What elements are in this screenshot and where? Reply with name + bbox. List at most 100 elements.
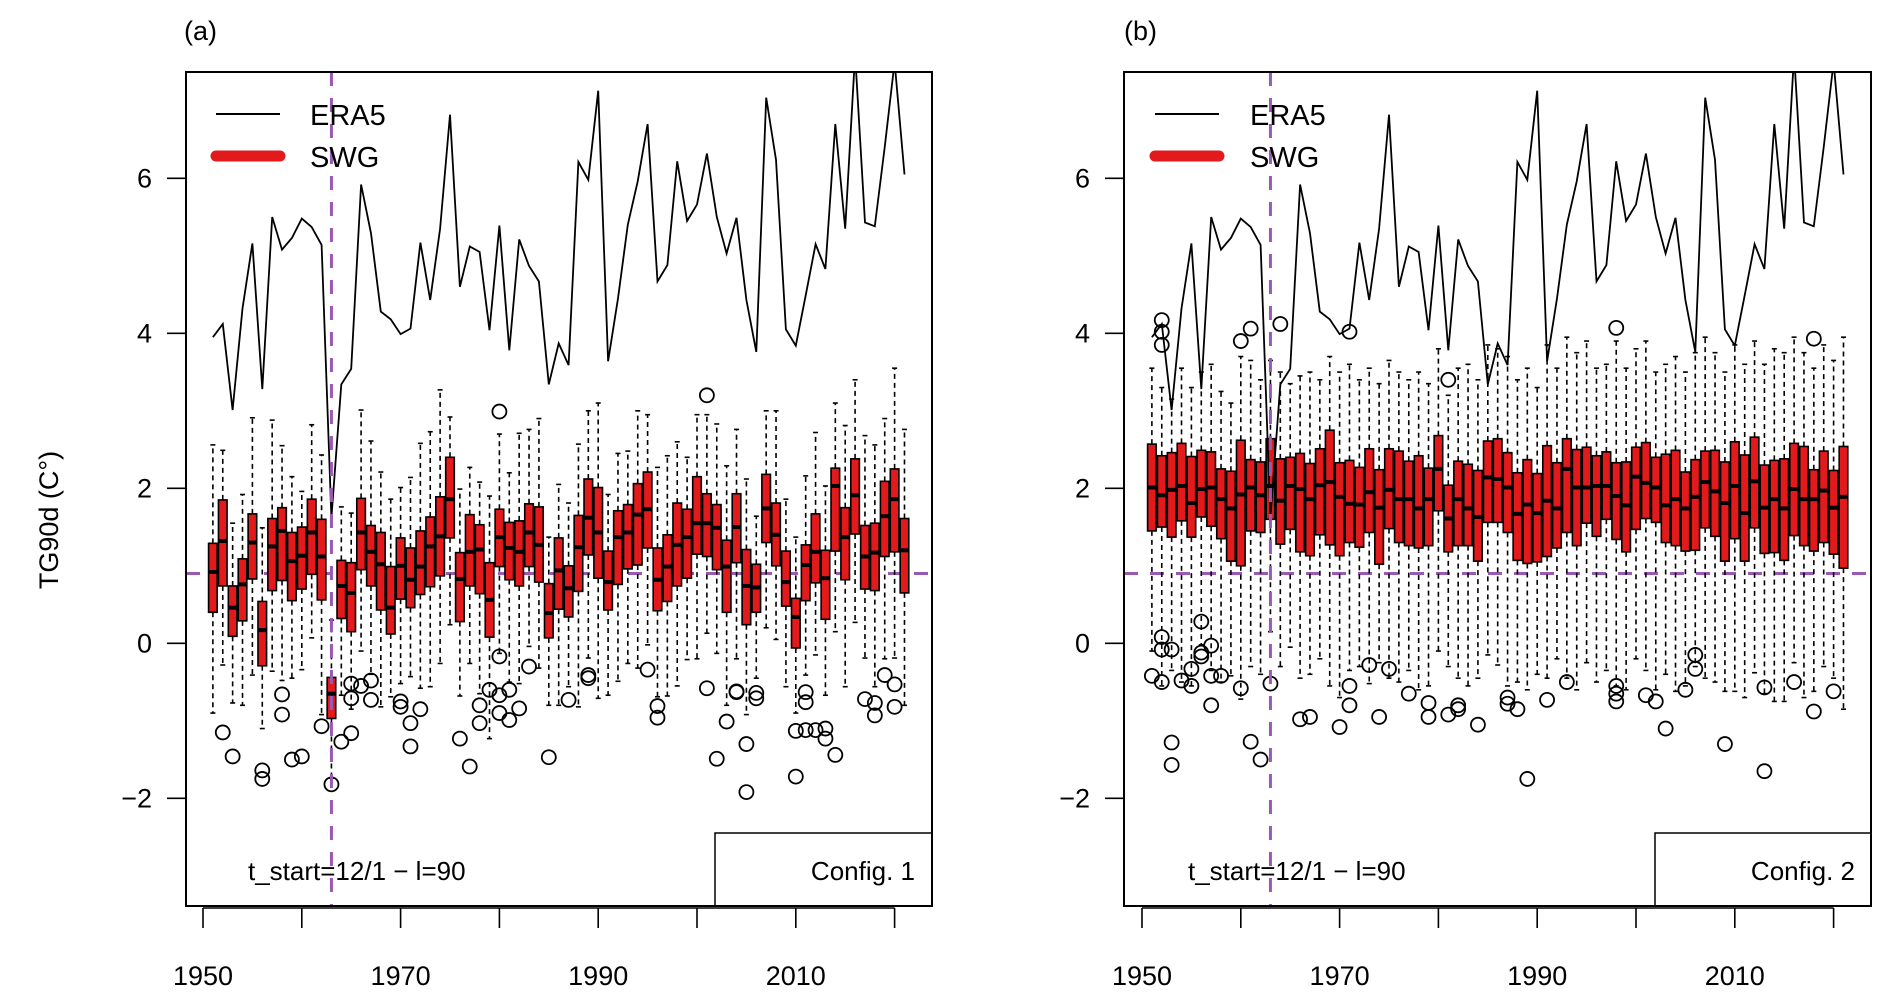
swg-box-1971 — [405, 476, 416, 678]
outlier-point — [1509, 701, 1526, 718]
swg-box-1979 — [484, 495, 495, 740]
box-iqr — [1294, 452, 1306, 553]
box-iqr — [276, 506, 288, 582]
swg-box-1991 — [1541, 344, 1553, 679]
outlier-point — [1153, 641, 1170, 658]
box-iqr — [1156, 454, 1167, 528]
outlier-point — [1539, 691, 1555, 708]
outlier-point — [1341, 697, 1358, 714]
swg-box-1956 — [1196, 371, 1207, 646]
outlier-point — [491, 705, 508, 721]
outlier-point — [274, 706, 290, 723]
box-iqr — [1314, 447, 1325, 536]
swg-box-1983 — [523, 428, 535, 648]
outlier-point — [501, 681, 518, 698]
box-iqr — [1769, 459, 1780, 554]
config-box-a — [714, 832, 933, 907]
box-iqr — [573, 514, 584, 593]
box-iqr — [1245, 458, 1256, 532]
box-iqr — [1650, 456, 1661, 524]
swg-box-1955 — [1186, 386, 1197, 687]
swg-box-1984 — [533, 417, 545, 669]
box-iqr — [1196, 449, 1207, 518]
swg-box-2020 — [889, 367, 900, 659]
swg-box-1956 — [257, 527, 268, 730]
legend-era5-label: ERA5 — [310, 100, 386, 132]
swg-box-2007 — [1700, 336, 1711, 679]
outlier-point — [817, 730, 834, 747]
swg-box-2008 — [1709, 351, 1721, 683]
box-iqr — [711, 503, 722, 571]
swg-box-1962 — [1255, 378, 1266, 676]
swg-box-2017 — [1798, 351, 1810, 699]
box-iqr — [612, 509, 624, 586]
y-tick-label: 4 — [137, 318, 152, 348]
swg-box-1978 — [474, 481, 485, 695]
outlier-point — [738, 736, 755, 752]
outlier-point — [560, 691, 577, 708]
outlier-point — [1450, 701, 1467, 718]
outlier-point — [1242, 320, 1259, 337]
swg-box-1975 — [444, 416, 456, 626]
box-iqr — [385, 565, 396, 635]
swg-box-2003 — [1660, 363, 1671, 676]
swg-box-1970 — [395, 486, 406, 685]
box-iqr — [1453, 460, 1464, 547]
outlier-point — [817, 720, 834, 737]
y-tick-label: 6 — [137, 163, 152, 193]
box-iqr — [1176, 442, 1187, 522]
swg-box-1993 — [622, 450, 633, 665]
swg-box-2015 — [840, 424, 851, 688]
swg-box-1969 — [385, 498, 396, 698]
outlier-point — [797, 684, 814, 701]
outlier-point — [1825, 683, 1842, 700]
swg-box-2011 — [1739, 363, 1750, 699]
outlier-point — [1558, 674, 1575, 690]
box-iqr — [257, 600, 268, 667]
swg-box-2015 — [1779, 351, 1790, 703]
outlier-point — [1183, 660, 1200, 677]
box-iqr — [1680, 471, 1691, 552]
outlier-point — [738, 784, 755, 800]
swg-box-2002 — [711, 423, 722, 655]
legend-swg-label: SWG — [310, 142, 379, 174]
outlier-point — [807, 722, 824, 738]
swg-box-1995 — [1581, 340, 1592, 664]
panel-label-b: (b) — [1124, 16, 1157, 46]
swg-box-2010 — [790, 536, 801, 714]
outlier-point — [1302, 709, 1318, 725]
x-tick-label: 1990 — [568, 961, 628, 991]
swg-box-1966 — [355, 409, 367, 652]
outlier-point — [521, 658, 537, 675]
swg-box-1973 — [1364, 367, 1375, 685]
swg-box-1959 — [286, 475, 298, 679]
swg-box-2012 — [1749, 340, 1760, 674]
outlier-point — [1331, 719, 1348, 735]
swg-box-1989 — [1522, 367, 1533, 691]
outlier-point — [343, 725, 360, 742]
legend-era5-label: ERA5 — [1250, 100, 1326, 132]
outlier-point — [540, 749, 557, 766]
x-tick-label: 2010 — [766, 961, 826, 991]
y-tick-label: 2 — [1075, 473, 1090, 503]
outlier-point — [1381, 660, 1397, 677]
x-axis-a: 1950 1970 1990 2010 — [173, 907, 896, 991]
box-iqr — [1433, 434, 1444, 512]
x-tick-label: 1990 — [1507, 961, 1567, 991]
swg-box-1954 — [237, 493, 248, 707]
swg-box-1965 — [346, 512, 357, 710]
swg-box-1988 — [573, 443, 584, 708]
swg-box-1999 — [682, 456, 693, 661]
outlier-point — [1153, 674, 1170, 690]
swg-box-1968 — [1314, 378, 1325, 660]
swg-box-1965 — [1285, 382, 1296, 648]
outlier-point — [1163, 757, 1180, 773]
swg-box-1976 — [1393, 371, 1404, 683]
x-tick-label: 1970 — [371, 961, 431, 991]
box-iqr — [1502, 451, 1513, 534]
outlier-point — [1203, 697, 1220, 714]
box-iqr — [1166, 451, 1177, 538]
outlier-point — [1203, 637, 1220, 654]
swg-box-1977 — [1403, 378, 1414, 672]
